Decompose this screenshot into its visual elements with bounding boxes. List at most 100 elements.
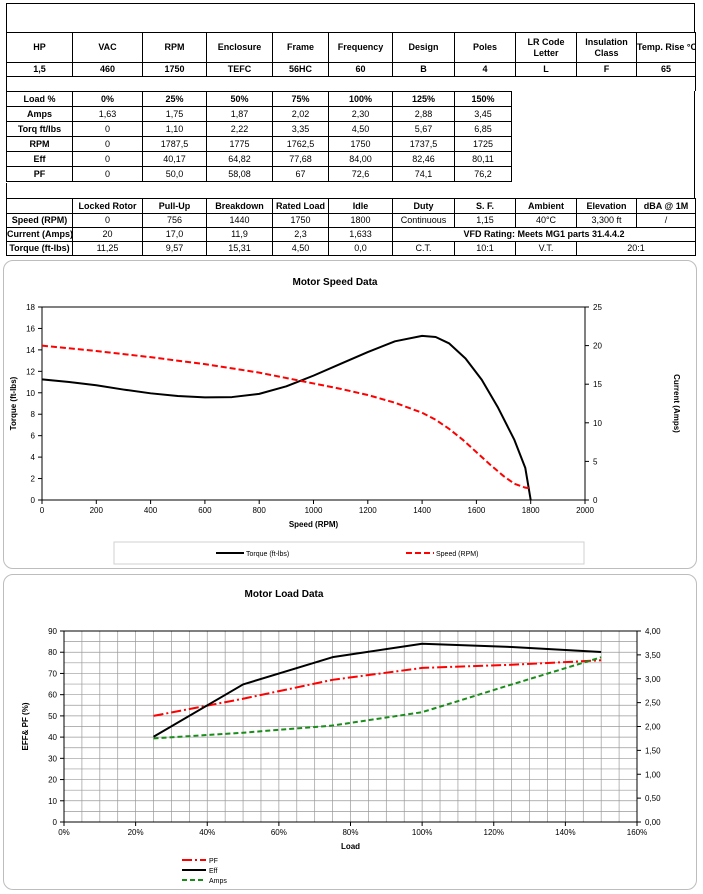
y-tick-label: 30: [48, 754, 57, 763]
speed-chart-panel: Motor Speed Data 0 200 400 600 800 1000 1200 140…: [3, 260, 697, 569]
perf-value-cell: 1750: [272, 213, 329, 228]
y-tick-label: 6: [31, 432, 36, 441]
y2-tick-label: 4,00: [645, 627, 661, 636]
y2-tick-label: 25: [593, 303, 602, 312]
load-value-cell: 84,00: [328, 151, 393, 167]
load-value-cell: 1,10: [142, 121, 207, 137]
x-axis-label: Speed (RPM): [289, 520, 339, 529]
y-tick-label: 14: [26, 346, 35, 355]
load-value-cell: 58,08: [206, 166, 273, 182]
x-tick-label: 60%: [271, 828, 287, 837]
load-value-cell: 77,68: [272, 151, 329, 167]
load-value-cell: 0: [72, 136, 143, 152]
perf-value-cell: /: [636, 213, 696, 228]
load-value-cell: 6,85: [454, 121, 512, 137]
spec-value-cell: B: [392, 62, 455, 77]
perf-value-cell: 10:1: [454, 241, 516, 256]
spec-header-cell: VAC: [72, 32, 143, 63]
y-tick-label: 50: [48, 712, 57, 721]
x-tick-label: 100%: [412, 828, 432, 837]
x-tick-label: 1400: [413, 506, 431, 515]
x-tick-label: 0: [40, 506, 45, 515]
vfd-rating: VFD Rating: Meets MG1 parts 31.4.4.2: [392, 227, 696, 242]
perf-value-cell: 3,300 ft: [576, 213, 637, 228]
legend-label: PF: [209, 858, 218, 865]
perf-value-cell: 40°C: [515, 213, 577, 228]
x-tick-label: 1600: [468, 506, 486, 515]
spec-value-cell: 1,5: [6, 62, 73, 77]
y-tick-label: 12: [26, 367, 35, 376]
performance-table: Locked Rotor Pull-Up Breakdown Rated Load Id…: [6, 198, 696, 256]
perf-value-cell: 11,25: [72, 241, 143, 256]
y2-tick-label: 3,50: [645, 651, 661, 660]
y-tick-label: 16: [26, 324, 35, 333]
spec-header-cell: HP: [6, 32, 73, 63]
perf-header-cell: dBA @ 1M: [636, 198, 696, 214]
spec-header-cell: Insulation Class: [576, 32, 637, 63]
spec-value-cell: 4: [454, 62, 516, 77]
frame-right-mid: [694, 91, 695, 198]
load-row-label: Amps: [6, 106, 73, 122]
perf-value-cell: 4,50: [272, 241, 329, 256]
perf-value-cell: 2,3: [272, 227, 329, 242]
perf-value-cell: C.T.: [392, 241, 455, 256]
load-value-cell: 1750: [328, 136, 393, 152]
y2-tick-label: 1,50: [645, 746, 661, 755]
spec-value-cell: TEFC: [206, 62, 273, 77]
legend-box: [113, 541, 585, 565]
spec-value-cell: F: [576, 62, 637, 77]
load-row-label: Torq ft/lbs: [6, 121, 73, 137]
spec-header-cell: Frame: [272, 32, 329, 63]
load-value-cell: 74,1: [392, 166, 455, 182]
x-tick-label: 160%: [627, 828, 647, 837]
load-value-cell: 1725: [454, 136, 512, 152]
y2-tick-label: 1,00: [645, 770, 661, 779]
x-tick-label: 40%: [199, 828, 215, 837]
chart-title: Motor Speed Data: [292, 277, 377, 288]
load-value-cell: 67: [272, 166, 329, 182]
perf-value-cell: 15,31: [206, 241, 273, 256]
spacer: [6, 76, 696, 91]
spec-header-cell: Poles: [454, 32, 516, 63]
perf-value-cell: 0,0: [328, 241, 393, 256]
load-row-label: RPM: [6, 136, 73, 152]
perf-value-cell: 1800: [328, 213, 393, 228]
y-tick-label: 20: [48, 776, 57, 785]
load-value-cell: 3,35: [272, 121, 329, 137]
spec-header-cell: Temp. Rise °C: [636, 32, 696, 63]
spec-value-cell: 65: [636, 62, 696, 77]
load-row-label: Eff: [6, 151, 73, 167]
load-value-cell: 1787,5: [142, 136, 207, 152]
y-tick-label: 10: [26, 389, 35, 398]
y2-tick-label: 0,00: [645, 818, 661, 827]
perf-header-cell: [6, 198, 73, 214]
load-value-cell: 0: [72, 121, 143, 137]
y2-tick-label: 15: [593, 380, 602, 389]
plot-area-border: [41, 306, 586, 501]
x-tick-label: 1800: [522, 506, 540, 515]
perf-value-cell: 1,633: [328, 227, 393, 242]
load-value-cell: 72,6: [328, 166, 393, 182]
frame-top: [6, 3, 695, 4]
y2-axis-label: Current (Amps): [672, 374, 681, 433]
y-tick-label: 70: [48, 669, 57, 678]
spec-value-cell: 60: [328, 62, 393, 77]
y2-tick-label: 2,00: [645, 723, 661, 732]
perf-row-label: Current (Amps): [6, 227, 73, 242]
chart-title: Motor Load Data: [245, 589, 324, 600]
perf-value-cell: 1,15: [454, 213, 516, 228]
load-value-cell: 82,46: [392, 151, 455, 167]
spec-header-cell: LR Code Letter: [515, 32, 577, 63]
load-value-cell: 40,17: [142, 151, 207, 167]
spec-header-cell: Design: [392, 32, 455, 63]
perf-row-label: Torque (ft-lbs): [6, 241, 73, 256]
y-tick-label: 18: [26, 303, 35, 312]
perf-header-cell: Breakdown: [206, 198, 273, 214]
y-tick-label: 4: [31, 453, 36, 462]
y2-tick-label: 0,50: [645, 794, 661, 803]
perf-value-cell: 1440: [206, 213, 273, 228]
load-value-cell: 1,63: [72, 106, 143, 122]
y-tick-label: 0: [53, 818, 58, 827]
legend-label: Amps: [209, 878, 227, 885]
load-chart-panel: Motor Load Data 0% 20% 40% 60% 80% 100% 120% 140…: [3, 574, 697, 890]
